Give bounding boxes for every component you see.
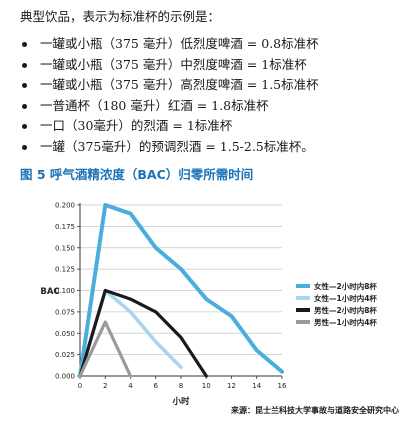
x-tick-label: 8 (179, 382, 183, 390)
x-tick-label: 2 (103, 382, 107, 390)
x-axis-label: 小时 (171, 396, 190, 407)
drink-list: 一罐或小瓶（375 毫升）低烈度啤酒 = 0.8标准杯 一罐或小瓶（375 毫升… (20, 34, 319, 157)
list-item: 一普通杯（180 毫升）红酒 = 1.8标准杯 (20, 96, 319, 117)
bullet (22, 103, 27, 109)
legend-label: 女性—1小时内4杯 (314, 293, 377, 303)
bullet (22, 124, 27, 129)
intro-text: 典型饮品，表示为标准杯的示例是： (20, 9, 221, 24)
series-line-1 (78, 203, 284, 378)
drink-text: 一口（30毫升）的烈酒 = 1标准杯 (40, 118, 233, 133)
y-tick-label: 0.000 (55, 373, 75, 381)
legend-label: 女性—2小时内8杯 (314, 281, 377, 291)
y-tick-label: 0.075 (55, 308, 75, 316)
x-tick-label: 6 (154, 382, 159, 390)
figure-title: 图 5 呼气酒精浓度（BAC）归零所需时间 (20, 167, 254, 182)
list-item: 一罐或小瓶（375 毫升）低烈度啤酒 = 0.8标准杯 (20, 34, 319, 55)
list-item: 一罐或小瓶（375 毫升）高烈度啤酒 = 1.5标准杯 (20, 75, 319, 96)
y-tick-label: 0.050 (55, 330, 75, 338)
y-tick-label: 0.100 (55, 287, 75, 295)
bullet (22, 42, 27, 47)
x-tick-label: 14 (252, 382, 261, 390)
bullet (22, 83, 27, 88)
list-item: 一罐或小瓶（375 毫升）中烈度啤酒 = 1标准杯 (20, 55, 319, 76)
bullet (22, 144, 27, 150)
y-tick-label: 0.025 (55, 351, 75, 359)
drink-text: 一普通杯（180 毫升）红酒 = 1.8标准杯 (40, 97, 269, 113)
drink-text: 一罐（375毫升）的预调烈酒 = 1.5-2.5标准杯。 (40, 138, 314, 154)
bullet (22, 62, 27, 68)
list-item: 一罐（375毫升）的预调烈酒 = 1.5-2.5标准杯。 (20, 137, 319, 158)
legend-label: 男性—1小时内4杯 (314, 317, 377, 327)
series-line-4 (78, 320, 133, 378)
y-tick-label: 0.150 (55, 244, 75, 252)
y-tick-label: 0.175 (55, 223, 75, 231)
drink-text: 一罐或小瓶（375 毫升）低烈度啤酒 = 0.8标准杯 (40, 36, 319, 51)
series-line-3 (78, 288, 208, 378)
y-tick-label: 0.125 (55, 266, 75, 274)
drink-text: 一罐或小瓶（375 毫升）中烈度啤酒 = 1标准杯 (40, 56, 307, 72)
drink-text: 一罐或小瓶（375 毫升）高烈度啤酒 = 1.5标准杯 (40, 77, 319, 92)
legend-label: 男性—2小时内8杯 (314, 305, 377, 315)
x-tick-label: 10 (202, 382, 211, 390)
y-tick-label: 0.200 (55, 202, 75, 210)
x-tick-label: 12 (227, 382, 236, 390)
x-tick-label: 16 (278, 382, 287, 390)
x-tick-label: 0 (78, 382, 82, 390)
y-axis-label: BAC (40, 287, 59, 297)
source-note: 来源：昆士兰科技大学事故与道路安全研究中心 (231, 406, 399, 415)
list-item: 一口（30毫升）的烈酒 = 1标准杯 (20, 116, 319, 137)
x-tick-label: 4 (128, 382, 133, 390)
